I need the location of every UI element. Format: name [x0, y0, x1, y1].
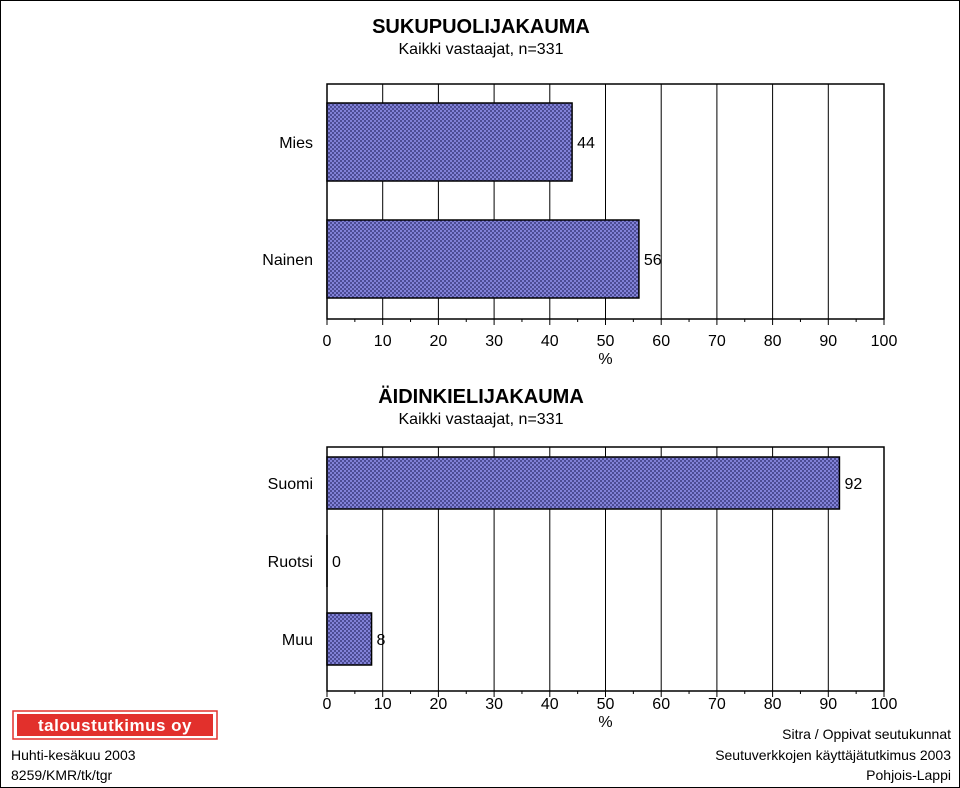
chart2-x-tick-label: 10	[374, 696, 392, 713]
logo-outer-box	[12, 710, 218, 740]
chart2-category-label: Muu	[282, 632, 313, 649]
chart2-x-tick-label: 30	[485, 696, 503, 713]
chart2-subtitle: Kaikki vastaajat, n=331	[399, 411, 564, 428]
chart1-category-label: Mies	[279, 135, 313, 152]
chart2-x-tick-label: 70	[708, 696, 726, 713]
chart2-title: ÄIDINKIELIJAKAUMA	[378, 385, 584, 408]
footer-left-line-2: 8259/KMR/tk/tgr	[11, 767, 112, 783]
chart1-x-tick-label: 30	[485, 333, 503, 350]
chart1-data-label: 56	[644, 252, 662, 269]
chart2-x-tick-label: 100	[871, 696, 898, 713]
chart2-x-tick-label: 50	[597, 696, 615, 713]
footer-right-line-2: Seutuverkkojen käyttäjätutkimus 2003	[715, 747, 951, 763]
chart1-x-tick-label: 40	[541, 333, 559, 350]
logo-text: taloustutkimus oy	[38, 716, 192, 735]
logo-band	[17, 714, 213, 736]
chart1-subtitle: Kaikki vastaajat, n=331	[399, 41, 564, 58]
footer-right-line-1: Sitra / Oppivat seutukunnat	[782, 726, 951, 742]
chart1-x-tick-label: 50	[597, 333, 615, 350]
chart2-x-tick-label: 0	[323, 696, 332, 713]
chart1-title: SUKUPUOLIJAKAUMA	[372, 16, 590, 38]
chart1-x-tick-label: 60	[652, 333, 670, 350]
chart1-x-tick-label: 90	[819, 333, 837, 350]
footer-right-line-3: Pohjois-Lappi	[866, 767, 951, 783]
chart1-x-axis-label: %	[598, 351, 612, 368]
chart2-category-label: Suomi	[268, 476, 313, 493]
chart2-category-label: Ruotsi	[268, 554, 313, 571]
chart2-data-label: 8	[377, 632, 386, 649]
chart2-x-tick-label: 60	[652, 696, 670, 713]
chart2-bar-suomi	[326, 456, 841, 510]
chart1-x-tick-label: 100	[871, 333, 898, 350]
chart2-plot: 0 10 20 30 40 50 60 70 80 90 100% Suomi 92 Ruotsi 0 Muu…	[268, 446, 898, 731]
chart1-data-label: 44	[577, 135, 595, 152]
chart2-x-tick-label: 80	[764, 696, 782, 713]
chart1-x-tick-label: 20	[430, 333, 448, 350]
chart2-data-label: 0	[332, 554, 341, 571]
chart1-x-tick-label: 70	[708, 333, 726, 350]
chart2-bar-muu	[326, 612, 373, 666]
chart2-x-tick-label: 40	[541, 696, 559, 713]
chart2-x-axis-label: %	[598, 714, 612, 731]
chart2-x-tick-label: 90	[819, 696, 837, 713]
chart1-x-tick-label: 80	[764, 333, 782, 350]
chart2-x-tick-label: 20	[430, 696, 448, 713]
chart1-bar-nainen	[326, 219, 640, 299]
chart2-data-label: 92	[844, 476, 862, 493]
chart1-bar-mies	[326, 102, 573, 182]
footer-left-line-1: Huhti-kesäkuu 2003	[11, 747, 136, 763]
taloustutkimus-logo: taloustutkimus oy	[12, 710, 218, 740]
chart1-plot: 0 10 20 30 40 50 60 70 80 90 100% Mies 44 Nainen 56	[262, 83, 898, 368]
chart1-category-label: Nainen	[262, 252, 313, 269]
chart1-x-tick-label: 0	[323, 333, 332, 350]
chart1-x-tick-label: 10	[374, 333, 392, 350]
